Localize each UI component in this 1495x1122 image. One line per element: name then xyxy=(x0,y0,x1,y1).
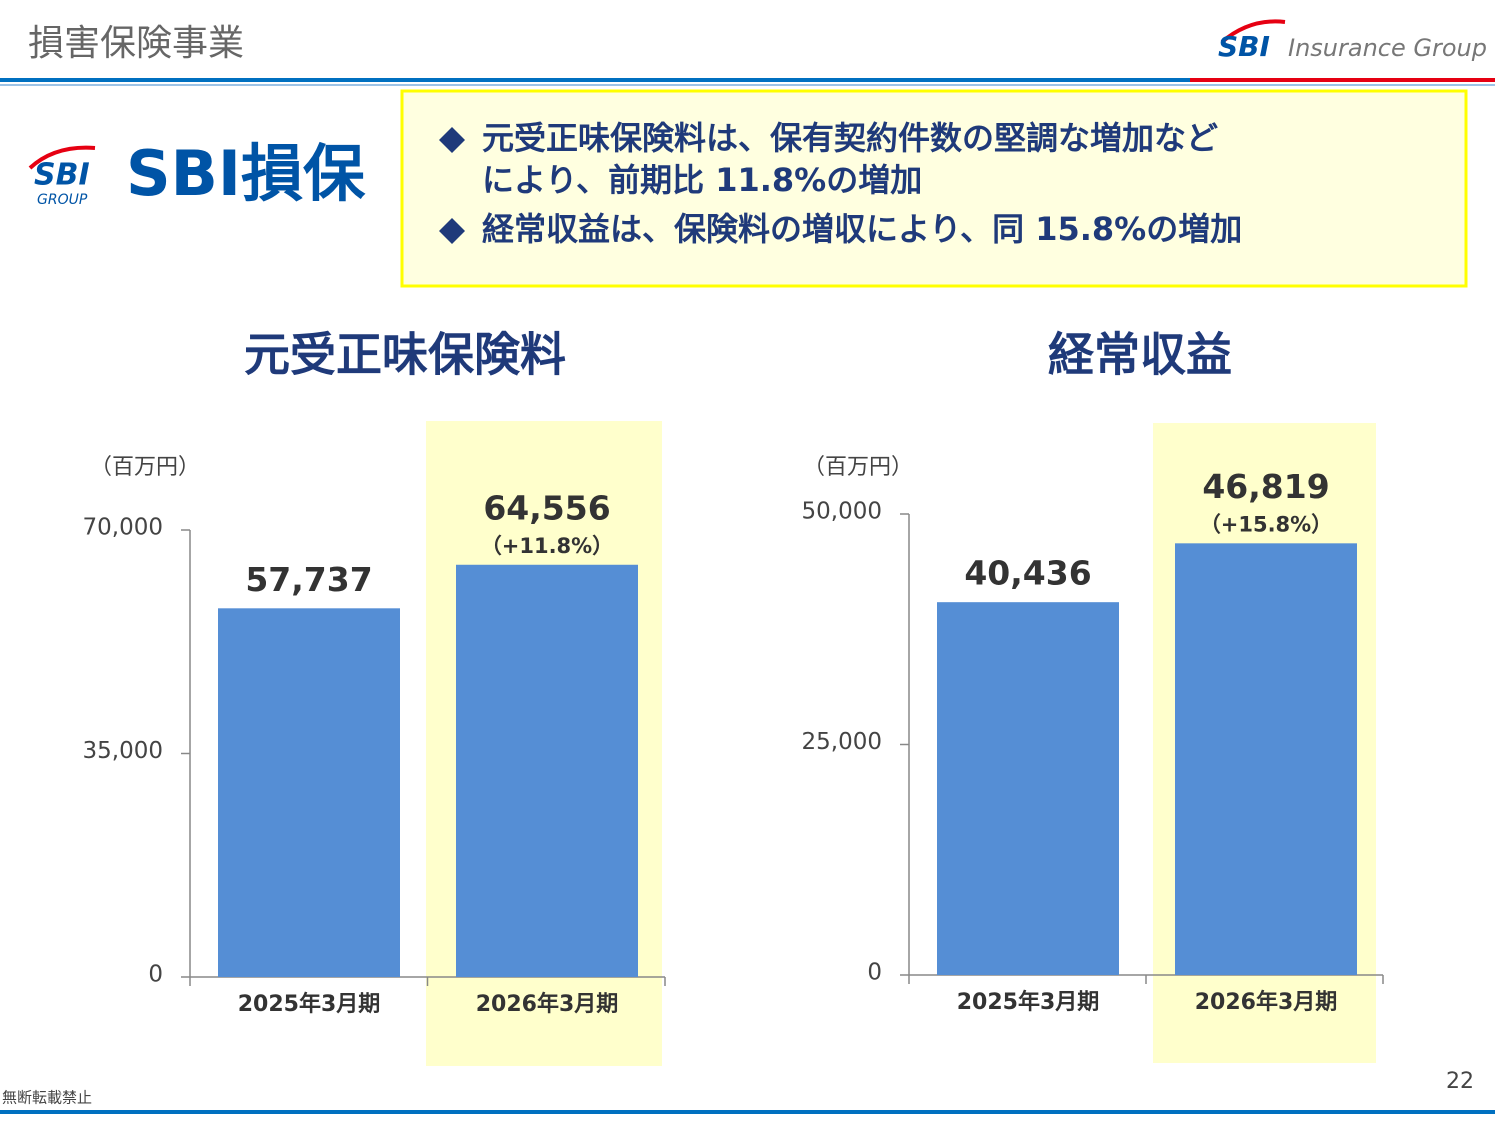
value-label: 57,737 xyxy=(245,560,372,599)
company-swoosh xyxy=(28,145,96,170)
y-tick-label: 0 xyxy=(867,960,882,986)
footer-line xyxy=(0,1110,1495,1114)
bar xyxy=(1175,543,1357,975)
x-tick-label: 2025年3月期 xyxy=(238,991,381,1017)
company-logo: SBI xyxy=(34,158,90,193)
x-tick-label: 2026年3月期 xyxy=(476,991,619,1017)
chart-title: 経常収益 xyxy=(1048,328,1232,382)
header-line-accent xyxy=(1190,78,1495,82)
company-name: SBI損保 xyxy=(126,137,366,210)
unit-label: （百万円） xyxy=(90,455,200,480)
brand-name: Insurance Group xyxy=(1288,34,1487,62)
value-label: 46,819 xyxy=(1202,467,1329,506)
bar xyxy=(456,564,638,977)
x-tick-label: 2026年3月期 xyxy=(1195,989,1338,1015)
value-label: 40,436 xyxy=(964,554,1091,593)
company-logo-sub: GROUP xyxy=(37,192,88,208)
x-tick-label: 2025年3月期 xyxy=(957,989,1100,1015)
header-subline xyxy=(0,84,1495,86)
y-tick-label: 35,000 xyxy=(83,738,163,764)
brand-logo: SBI xyxy=(1218,30,1270,63)
chart-title: 元受正味保険料 xyxy=(244,328,566,382)
unit-label: （百万円） xyxy=(803,455,913,480)
y-tick-label: 0 xyxy=(148,962,163,988)
header-line xyxy=(0,78,1190,82)
highlight-text: により、前期比 11.8%の増加 xyxy=(482,161,922,199)
y-tick-label: 25,000 xyxy=(802,729,882,755)
copyright-notice: 無断転載禁止 xyxy=(2,1089,92,1107)
highlight-text: 元受正味保険料は、保有契約件数の堅調な増加など xyxy=(482,119,1218,157)
value-label: 64,556 xyxy=(483,488,610,527)
brand-swoosh xyxy=(1220,19,1286,44)
bar xyxy=(218,608,400,977)
bullet-diamond xyxy=(439,127,465,153)
change-label: （+11.8%） xyxy=(481,534,613,558)
y-tick-label: 70,000 xyxy=(83,515,163,541)
charts: 元受正味保険料 （百万円） 0 35,000 70,000 2025年3月期 57,737 2… xyxy=(83,328,1384,1066)
bullet-diamond xyxy=(439,218,465,244)
change-label: （+15.8%） xyxy=(1200,512,1332,536)
highlight-box xyxy=(400,89,1468,288)
highlight-text: 経常収益は、保険料の増収により、同 15.8%の増加 xyxy=(482,210,1242,248)
y-tick-label: 50,000 xyxy=(802,499,882,525)
page-title: 損害保険事業 xyxy=(28,23,244,64)
bar xyxy=(937,602,1119,975)
page-number: 22 xyxy=(1446,1069,1474,1094)
